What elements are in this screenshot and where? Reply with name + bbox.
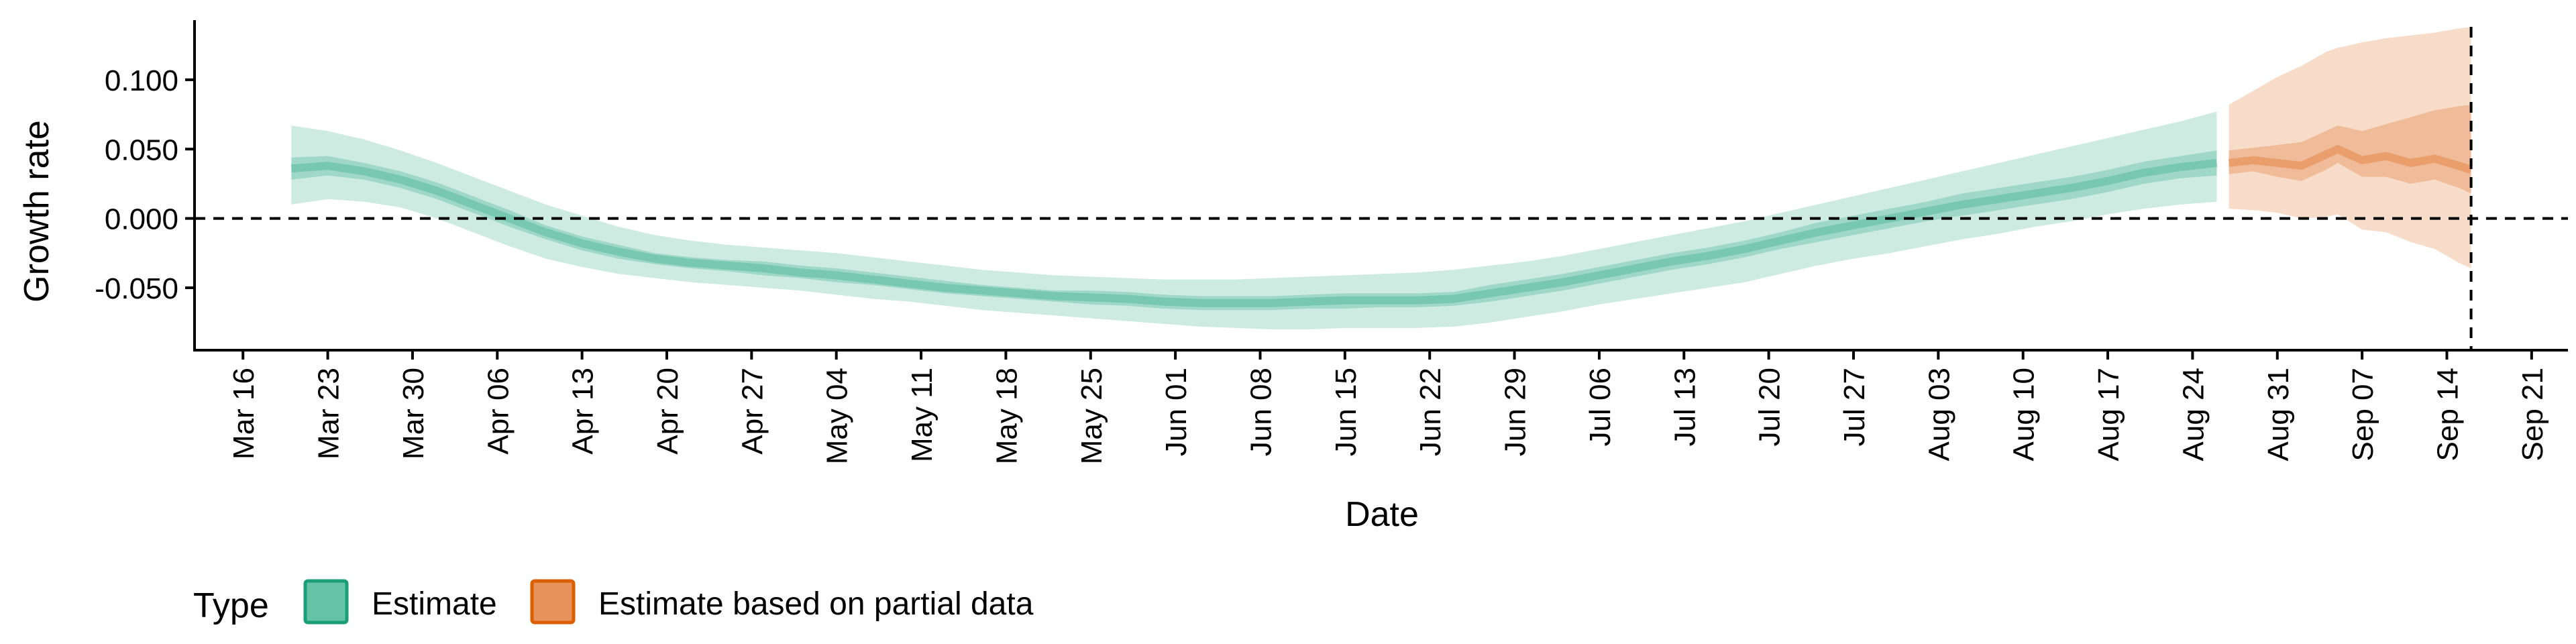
- median-line-partial: [2228, 145, 2473, 174]
- y-tick-label: 0.050: [105, 133, 178, 166]
- x-tick-label: Jun 15: [1330, 368, 1362, 456]
- legend-label-estimate: Estimate: [372, 586, 497, 622]
- x-axis-title: Date: [1345, 495, 1419, 534]
- x-tick-label: Sep 14: [2432, 368, 2465, 461]
- x-tick-label: Mar 16: [227, 368, 260, 460]
- x-tick-label: Jul 13: [1668, 368, 1701, 446]
- legend-swatch-partial: [530, 579, 576, 625]
- legend-title: Type: [193, 586, 269, 625]
- y-tick-label: -0.050: [95, 272, 178, 305]
- x-tick-label: Apr 20: [651, 368, 684, 455]
- y-axis-title: Growth rate: [17, 120, 56, 303]
- x-tick-label: Mar 30: [397, 368, 430, 460]
- ci90-band-partial: [2229, 27, 2471, 269]
- x-tick-label: May 04: [821, 368, 854, 464]
- x-tick-label: May 25: [1075, 368, 1108, 464]
- y-tick-label: 0.000: [105, 203, 178, 236]
- y-tick-label: 0.100: [105, 64, 178, 97]
- median-line-layer: [290, 145, 2473, 307]
- reference-line-layer: [195, 27, 2568, 350]
- ci50-band-partial: [2229, 105, 2471, 194]
- x-tick-label: Sep 07: [2347, 368, 2379, 461]
- median-line-estimate: [290, 158, 2218, 307]
- x-tick-label: Jul 20: [1754, 368, 1786, 446]
- x-tick-label: Jun 29: [1499, 368, 1532, 456]
- x-tick-label: Sep 21: [2516, 368, 2549, 461]
- x-tick-label: Aug 10: [2008, 368, 2041, 461]
- x-tick-label: Jul 27: [1838, 368, 1871, 446]
- x-tick-label: Aug 17: [2092, 368, 2125, 461]
- tick-layer: -0.050 0.000 0.050 0.100 Mar 16 Mar 23 Mar 30 A…: [95, 64, 2549, 464]
- x-tick-label: Jun 08: [1245, 368, 1278, 456]
- legend-swatch-estimate: [303, 579, 349, 625]
- x-tick-label: Aug 24: [2177, 368, 2210, 461]
- x-tick-label: Apr 27: [736, 368, 769, 455]
- legend-label-partial: Estimate based on partial data: [598, 586, 1034, 622]
- x-tick-label: Aug 31: [2262, 368, 2295, 461]
- x-tick-label: Aug 03: [1923, 368, 1955, 461]
- x-tick-label: Apr 06: [482, 368, 515, 455]
- legend: Type Estimate Estimate based on partial …: [193, 579, 1034, 625]
- x-tick-label: Jun 01: [1160, 368, 1193, 456]
- x-tick-label: Apr 13: [567, 368, 600, 455]
- x-tick-label: Jul 06: [1584, 368, 1617, 446]
- ribbon-layer: [291, 27, 2471, 329]
- x-tick-label: Jun 22: [1414, 368, 1447, 456]
- ci90-band-estimate: [291, 111, 2217, 329]
- axes-layer: [193, 20, 2568, 352]
- x-tick-label: May 11: [906, 368, 938, 462]
- x-tick-label: Mar 23: [313, 368, 345, 460]
- x-tick-label: May 18: [990, 368, 1023, 464]
